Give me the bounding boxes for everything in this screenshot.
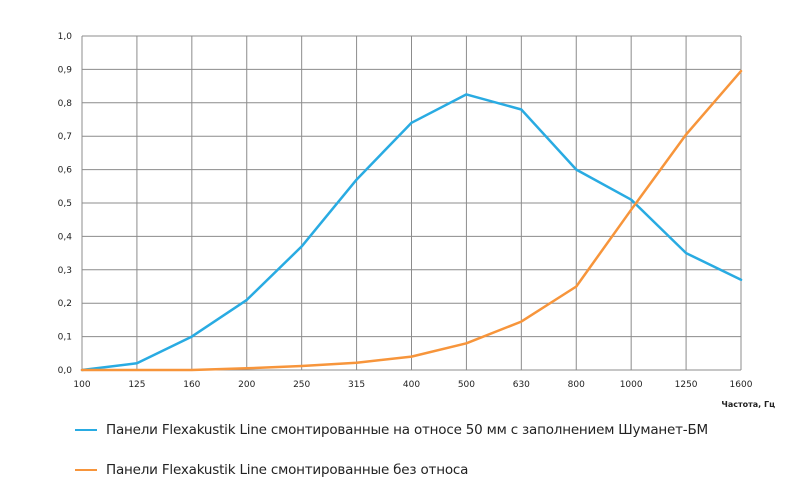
y-tick-label: 0,5: [58, 199, 72, 209]
x-tick-label: 250: [293, 380, 310, 390]
series-lines: [80, 69, 743, 372]
y-tick-label: 0,4: [58, 232, 73, 242]
legend-label-series-1: Панели Flexakustik Line смонтированные н…: [106, 422, 708, 438]
y-tick-label: 0,2: [58, 299, 72, 309]
grid: [81, 35, 742, 371]
series-line-1: [80, 93, 743, 372]
y-tick-label: 0,7: [58, 132, 72, 142]
x-tick-label: 630: [513, 380, 530, 390]
y-tick-label: 1,0: [58, 32, 73, 42]
x-tick-label: 1250: [675, 380, 698, 390]
y-tick-label: 0,1: [58, 333, 72, 343]
legend-item-series-1: Панели Flexakustik Line смонтированные н…: [75, 420, 795, 440]
x-tick-label: 800: [568, 380, 585, 390]
x-tick-label: 400: [403, 380, 420, 390]
x-tick-label: 1000: [620, 380, 643, 390]
x-tick-label: 315: [348, 380, 365, 390]
legend-item-series-2: Панели Flexakustik Line смонтированные б…: [75, 460, 795, 480]
y-axis-ticks: 0,0 0,1 0,2 0,3 0,4 0,5 0,6 0,7 0,8 0,9 1,0: [58, 32, 73, 376]
y-tick-label: 0,3: [58, 266, 72, 276]
y-tick-label: 0,6: [58, 166, 73, 176]
x-tick-label: 100: [73, 380, 90, 390]
x-tick-label: 160: [183, 380, 200, 390]
y-tick-label: 0,8: [58, 99, 73, 109]
x-tick-label: 200: [238, 380, 255, 390]
y-tick-label: 0,9: [58, 65, 73, 75]
series-line-2: [80, 69, 743, 372]
legend-swatch-series-2: [75, 469, 97, 471]
x-axis-title: Частота, Гц: [721, 400, 775, 409]
x-tick-label: 125: [128, 380, 145, 390]
legend-swatch-series-1: [75, 429, 97, 431]
x-tick-label: 500: [458, 380, 475, 390]
y-tick-label: 0,0: [58, 366, 73, 376]
legend-label-series-2: Панели Flexakustik Line смонтированные б…: [106, 462, 469, 478]
x-axis-ticks: 100 125 160 200 250 315 400 500 630 800 1000 1250 16…: [73, 380, 752, 390]
legend: Панели Flexakustik Line смонтированные н…: [75, 420, 795, 500]
x-tick-label: 1600: [730, 380, 753, 390]
